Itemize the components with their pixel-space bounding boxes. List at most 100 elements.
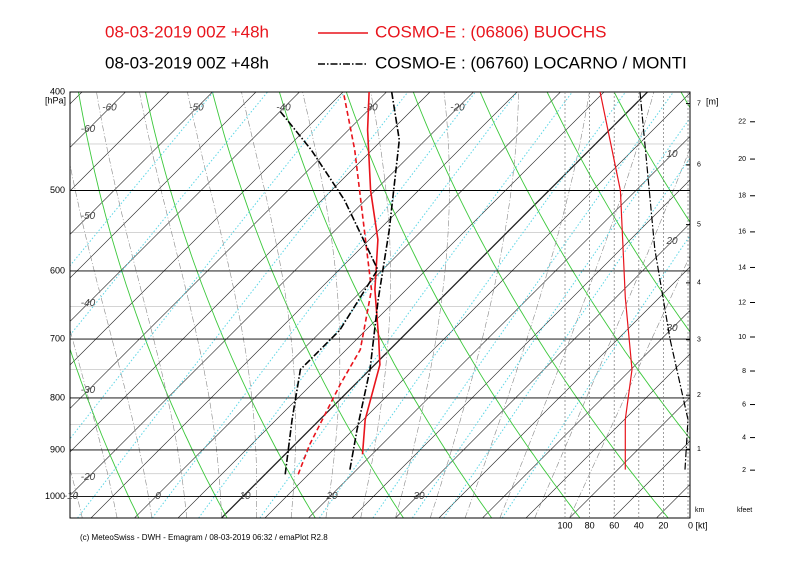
- temperature-line: [361, 91, 381, 455]
- dry-adiabat: [479, 92, 690, 440]
- y-tick-label: 700: [50, 333, 65, 343]
- dry-adiabat: [0, 92, 51, 518]
- y-unit: [hPa]: [45, 95, 66, 105]
- km-unit: [m]: [706, 96, 719, 106]
- km-tick-label: 4: [697, 280, 701, 287]
- isotherm-label: -10: [64, 491, 79, 502]
- isotherm: [70, 92, 474, 496]
- mixing-ratio: [151, 92, 476, 518]
- wind-speed-line: [639, 91, 689, 470]
- moist-adiabat: [187, 92, 257, 518]
- footer: (c) MeteoSwiss - DWH - Emagram / 08-03-2…: [80, 533, 328, 542]
- mixing-ratio: [198, 92, 518, 518]
- wind-tick-label: 60: [609, 520, 619, 530]
- isotherm: [70, 92, 431, 453]
- mixing-ratio: [259, 92, 573, 518]
- isotherm: [221, 92, 648, 518]
- isotherm-label: 30: [413, 491, 425, 502]
- isotherm-label: -30: [363, 103, 378, 114]
- isotherm-label: -20: [81, 472, 96, 483]
- isotherm-label: 10: [666, 149, 678, 160]
- isotherm: [70, 92, 300, 322]
- kfeet-tick-label: 14: [738, 264, 746, 271]
- y-tick-label: 800: [50, 392, 65, 402]
- mixing-ratio: [77, 92, 409, 518]
- kfeet-tick-label: 8: [742, 368, 746, 375]
- km-label: km: [695, 507, 705, 514]
- legend-run: 08-03-2019 00Z +48h: [105, 53, 269, 72]
- dewpoint-line: [278, 109, 379, 475]
- km-tick-label: 1: [697, 446, 701, 453]
- dry-adiabat: [345, 92, 581, 518]
- moist-adiabat: [499, 92, 655, 518]
- dry-adiabat: [211, 92, 404, 518]
- moist-adiabat: [70, 163, 153, 518]
- kfeet-tick-label: 4: [742, 434, 746, 441]
- isotherm: [482, 310, 690, 518]
- moist-adiabat: [0, 92, 48, 518]
- kfeet-tick-label: 2: [742, 467, 746, 474]
- background-isolines: [0, 92, 690, 518]
- isotherm-label: -40: [276, 103, 291, 114]
- legend-run: 08-03-2019 00Z +48h: [105, 22, 269, 41]
- mixing-ratio: [70, 92, 268, 336]
- moist-adiabat: [139, 92, 222, 518]
- y-tick-label: 1000: [45, 491, 65, 501]
- y-tick-label: 600: [50, 265, 65, 275]
- isotherm-label: -50: [81, 211, 96, 222]
- isotherm-label: -20: [450, 103, 465, 114]
- kfeet-tick-label: 6: [742, 401, 746, 408]
- mixing-ratio: [372, 92, 674, 518]
- isotherm-label: -60: [81, 124, 96, 135]
- wind-tick-label: 100: [557, 520, 572, 530]
- wind-tick-label: 40: [634, 520, 644, 530]
- moist-adiabat: [569, 255, 690, 518]
- isotherm: [525, 353, 690, 518]
- isotherm-label: -60: [102, 103, 117, 114]
- y-tick-label: 900: [50, 444, 65, 454]
- mixing-ratio: [70, 92, 346, 440]
- isotherm: [438, 266, 690, 518]
- isotherm-label: 0: [155, 491, 161, 502]
- wind-tick-label: 80: [585, 520, 595, 530]
- km-tick-label: 2: [697, 392, 701, 399]
- isotherm: [395, 223, 690, 518]
- isotherm: [70, 92, 344, 366]
- isotherm-label: -30: [81, 385, 96, 396]
- isotherm: [70, 92, 213, 235]
- dry-adiabat: [546, 92, 690, 333]
- dry-adiabat: [145, 92, 316, 518]
- legend-station: COSMO-E : (06806) BUOCHS: [375, 22, 606, 41]
- kfeet-tick-label: 16: [738, 229, 746, 236]
- kfeet-tick-label: 10: [738, 334, 746, 341]
- isotherm: [177, 92, 605, 518]
- wind-speed-line: [599, 91, 633, 470]
- moist-adiabat: [241, 92, 296, 518]
- isotherm-label: 30: [666, 323, 678, 334]
- moist-adiabat: [96, 92, 187, 518]
- km-tick-label: 5: [697, 221, 701, 228]
- temperature-line: [349, 91, 401, 470]
- mixing-ratio: [318, 92, 626, 518]
- kfeet-tick-label: 18: [738, 193, 746, 200]
- isotherm: [70, 92, 387, 409]
- mixing-ratio: [411, 117, 690, 518]
- isotherm-label: 10: [239, 491, 251, 502]
- isotherm-label: 20: [665, 236, 678, 247]
- isotherm: [70, 92, 257, 279]
- dry-adiabat: [78, 92, 228, 518]
- isotherm: [90, 92, 518, 518]
- isotherm: [612, 440, 690, 518]
- isotherm-label: 20: [325, 491, 338, 502]
- y-tick-label: 400: [50, 86, 65, 96]
- kfeet-label: kfeet: [737, 507, 752, 514]
- km-tick-label: 6: [697, 162, 701, 169]
- moist-adiabat: [395, 92, 450, 518]
- isotherm-label: -40: [81, 298, 96, 309]
- kfeet-tick-label: 20: [738, 156, 746, 163]
- isotherm-label: -50: [189, 103, 204, 114]
- y-tick-label: 500: [50, 185, 65, 195]
- legend-station: COSMO-E : (06760) LOCARNO / MONTI: [375, 53, 687, 72]
- km-tick-label: 3: [697, 337, 701, 344]
